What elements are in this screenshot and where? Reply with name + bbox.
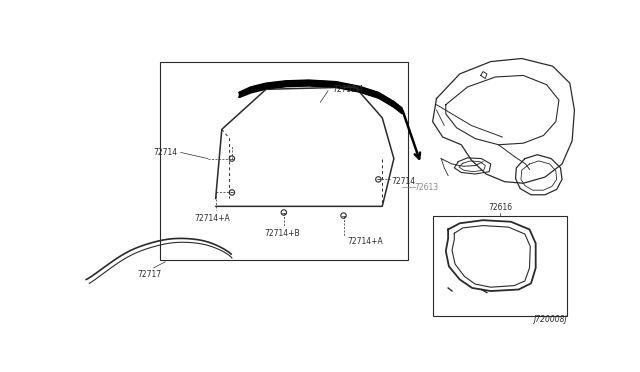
Text: 72714+B: 72714+B xyxy=(264,230,300,238)
Text: 72714+A: 72714+A xyxy=(195,214,230,223)
Bar xyxy=(433,216,566,316)
Text: 72714+A: 72714+A xyxy=(348,237,383,246)
Text: 72714: 72714 xyxy=(154,148,178,157)
Text: 72752M: 72752M xyxy=(332,85,363,94)
Text: 72616: 72616 xyxy=(488,203,512,212)
Text: 72717: 72717 xyxy=(138,270,162,279)
Text: J720008J: J720008J xyxy=(533,315,566,324)
Text: 72714: 72714 xyxy=(392,177,415,186)
Text: 72613: 72613 xyxy=(415,183,439,192)
Bar xyxy=(160,62,408,260)
